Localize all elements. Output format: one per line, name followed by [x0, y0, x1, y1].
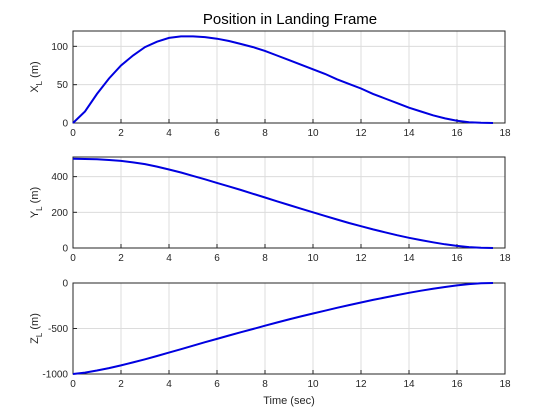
axes-frame-x	[72, 30, 506, 124]
chart-title: Position in Landing Frame	[203, 11, 377, 28]
ytick-label-x-2: 100	[51, 42, 68, 53]
xtick-label-z-8: 16	[451, 379, 463, 390]
ylabel-unit-z: (m)	[29, 313, 41, 333]
panel-yl: 0 2 4 6 8 10 12 14 16 18 0 200 400 YL (m)	[29, 156, 511, 264]
xtick-label-x-3: 6	[214, 128, 220, 139]
ylabel-main-y: Y	[29, 210, 41, 218]
xtick-label-x-7: 14	[403, 128, 415, 139]
ytick-label-y-2: 400	[51, 172, 68, 183]
xtick-label-x-1: 2	[118, 128, 124, 139]
xtick-label-x-9: 18	[499, 128, 511, 139]
ylabel-sub-y: L	[35, 206, 44, 211]
ylabel-x: XL (m)	[29, 61, 44, 92]
ytick-label-z-2: 0	[62, 279, 68, 290]
xtick-label-x-8: 16	[451, 128, 463, 139]
ytick-label-x-1: 50	[57, 80, 69, 91]
xtick-label-x-4: 8	[262, 128, 268, 139]
series-line-z	[72, 282, 494, 375]
panel-xl: 0 2 4 6 8 10 12 14 16 18 0 50 100 XL (m)	[29, 30, 511, 139]
ylabel-sub-z: L	[35, 332, 44, 337]
xtick-label-y-9: 18	[499, 253, 511, 264]
xtick-label-y-4: 8	[262, 253, 268, 264]
ylabel-main-x: X	[29, 85, 41, 93]
xtick-label-z-5: 10	[307, 379, 319, 390]
ytick-label-y-0: 0	[62, 244, 68, 255]
ytick-label-z-1: -500	[48, 324, 68, 335]
xtick-label-y-7: 14	[403, 253, 415, 264]
axes-box-x	[72, 30, 506, 124]
xtick-label-z-9: 18	[499, 379, 511, 390]
ylabel-unit-y: (m)	[29, 187, 41, 207]
series-line-y	[72, 157, 494, 249]
xtick-label-z-3: 6	[214, 379, 220, 390]
xtick-label-z-1: 2	[118, 379, 124, 390]
xtick-label-x-6: 12	[355, 128, 367, 139]
axes-frame-y	[72, 156, 506, 249]
xtick-label-y-2: 4	[166, 253, 172, 264]
series-line-x	[72, 35, 494, 124]
ylabel-unit-x: (m)	[29, 61, 41, 81]
ylabel-sub-x: L	[35, 80, 44, 85]
xtick-label-y-5: 10	[307, 253, 319, 264]
ylabel-y: YL (m)	[29, 187, 44, 218]
xtick-label-z-7: 14	[403, 379, 415, 390]
xtick-label-z-4: 8	[262, 379, 268, 390]
xtick-label-y-3: 6	[214, 253, 220, 264]
xtick-label-x-2: 4	[166, 128, 172, 139]
axes-box-y	[72, 156, 506, 249]
xtick-label-z-6: 12	[355, 379, 367, 390]
xtick-label-x-0: 0	[70, 128, 76, 139]
xtick-label-y-0: 0	[70, 253, 76, 264]
xtick-label-z-2: 4	[166, 379, 172, 390]
xtick-label-y-8: 16	[451, 253, 463, 264]
xtick-label-z-0: 0	[70, 379, 76, 390]
ytick-label-z-0: -1000	[42, 370, 68, 381]
ytick-label-y-1: 200	[51, 208, 68, 219]
ylabel-main-z: Z	[29, 337, 41, 344]
ylabel-z: ZL (m)	[29, 313, 44, 344]
xtick-label-y-1: 2	[118, 253, 124, 264]
xtick-label-x-5: 10	[307, 128, 319, 139]
panel-zl: 0 2 4 6 8 10 12 14 16 18 -1000 -500 0 ZL (m) Time (sec…	[29, 279, 511, 408]
ytick-label-x-0: 0	[62, 119, 68, 130]
xlabel-z: Time (sec)	[263, 395, 315, 407]
xtick-label-y-6: 12	[355, 253, 367, 264]
